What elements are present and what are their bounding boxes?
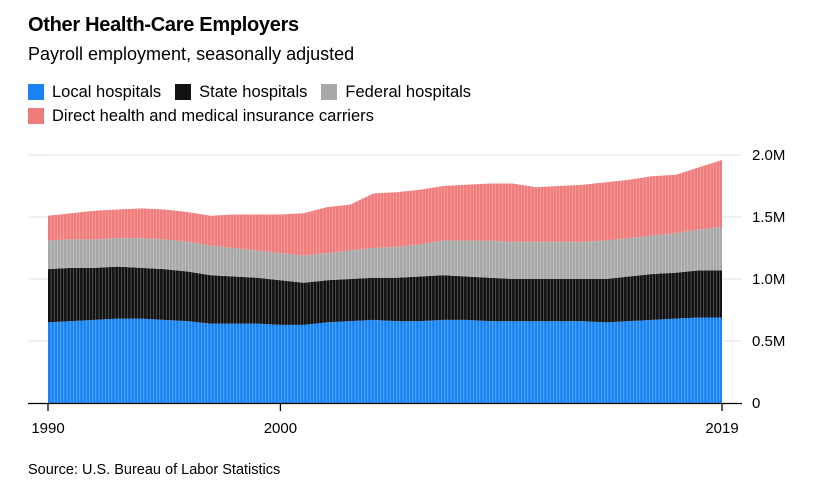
legend-swatch-insurance-carriers <box>28 108 44 124</box>
legend-row: Local hospitals State hospitals Federal … <box>28 80 628 104</box>
stacked-areas <box>48 159 722 403</box>
legend-label-state-hospitals: State hospitals <box>199 82 308 101</box>
y-tick-label: 1.5M <box>752 209 785 226</box>
area-local-hospitals <box>48 317 722 403</box>
legend: Local hospitals State hospitals Federal … <box>28 80 628 128</box>
bar-stripes <box>50 145 721 403</box>
source-note: Source: U.S. Bureau of Labor Statistics <box>28 462 281 478</box>
legend-swatch-local-hospitals <box>28 84 44 100</box>
x-tick-label: 2019 <box>705 420 738 437</box>
legend-label-federal-hospitals: Federal hospitals <box>345 82 472 101</box>
legend-item-insurance-carriers: Direct health and medical insurance carr… <box>28 107 374 126</box>
axes: 0 0.5M 1.0M 1.5M 2.0M 1990 2000 2019 <box>28 147 785 437</box>
y-tick-label: 2.0M <box>752 147 785 164</box>
legend-row: Direct health and medical insurance carr… <box>28 104 628 128</box>
y-tick-label: 0 <box>752 395 760 412</box>
chart-title: Other Health-Care Employers <box>28 14 299 36</box>
y-tick-label: 1.0M <box>752 271 785 288</box>
legend-item-state-hospitals: State hospitals <box>175 83 307 102</box>
legend-swatch-state-hospitals <box>175 84 192 100</box>
legend-item-local-hospitals: Local hospitals <box>28 83 161 102</box>
legend-label-local-hospitals: Local hospitals <box>52 82 162 101</box>
legend-swatch-federal-hospitals <box>321 84 338 100</box>
x-tick-label: 2000 <box>264 420 297 437</box>
legend-item-federal-hospitals: Federal hospitals <box>321 83 471 102</box>
x-tick-label: 1990 <box>31 420 64 437</box>
legend-label-insurance-carriers: Direct health and medical insurance carr… <box>52 106 374 125</box>
chart-subtitle: Payroll employment, seasonally adjusted <box>28 44 355 64</box>
y-tick-label: 0.5M <box>752 333 785 350</box>
